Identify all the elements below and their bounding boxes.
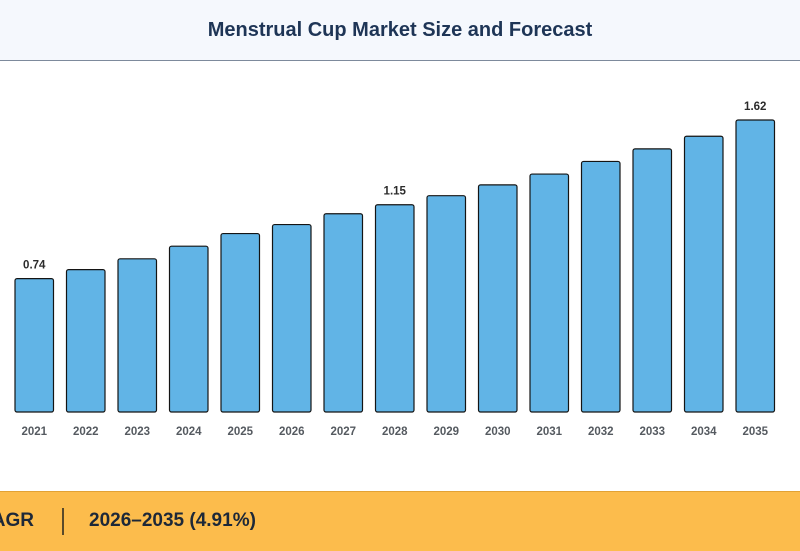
bar-2024 [168, 245, 209, 413]
cagr-label: CAGR [0, 510, 34, 531]
x-tick-label: 2021 [21, 426, 47, 438]
bar-2034 [683, 135, 724, 413]
data-labels: 0.74 1.15 1.62 [23, 101, 766, 272]
x-tick-label: 2022 [73, 426, 99, 438]
bar-2035 [735, 119, 776, 413]
x-axis-ticks: 2021 2022 2023 2024 2025 2026 2027 2028 2029 2030… [21, 426, 768, 438]
x-tick-label: 2029 [433, 426, 459, 438]
x-tick-label: 2035 [742, 426, 768, 438]
bar-chart: 2021 2022 2023 2024 2025 2026 2027 2028 2029 2030… [14, 101, 776, 438]
bar-2022 [65, 269, 106, 413]
bar-2032 [580, 160, 621, 413]
x-tick-label: 2026 [279, 426, 305, 438]
x-tick-label: 2031 [536, 426, 562, 438]
x-tick-label: 2028 [382, 426, 408, 438]
bars-group [14, 119, 776, 413]
x-tick-label: 2023 [124, 426, 150, 438]
cagr-value: 2026–2035 (4.91%) [89, 510, 256, 531]
x-tick-label: 2032 [588, 426, 614, 438]
x-tick-label: 2024 [176, 426, 202, 438]
x-tick-label: 2034 [691, 426, 717, 438]
bar-2031 [529, 173, 570, 413]
x-tick-label: 2030 [485, 426, 511, 438]
x-tick-label: 2027 [330, 426, 356, 438]
bar-2021 [14, 278, 55, 413]
x-tick-label: 2025 [227, 426, 253, 438]
bar-2028 [374, 204, 415, 413]
bar-2033 [632, 148, 673, 413]
chart-title: Menstrual Cup Market Size and Forecast [207, 18, 593, 41]
cagr-footer: CAGR 2026–2035 (4.91%) [0, 491, 800, 551]
bar-2026 [271, 223, 312, 413]
bar-2029 [426, 195, 467, 413]
bar-2030 [477, 184, 518, 413]
bar-2025 [220, 232, 261, 413]
bar-2023 [117, 258, 158, 413]
data-label: 1.62 [744, 101, 766, 113]
bar-2027 [323, 213, 364, 413]
chart-header: Menstrual Cup Market Size and Forecast [0, 0, 800, 61]
data-label: 1.15 [384, 186, 407, 198]
data-label: 0.74 [23, 260, 46, 272]
x-tick-label: 2033 [639, 426, 665, 438]
footer-divider [62, 508, 64, 535]
